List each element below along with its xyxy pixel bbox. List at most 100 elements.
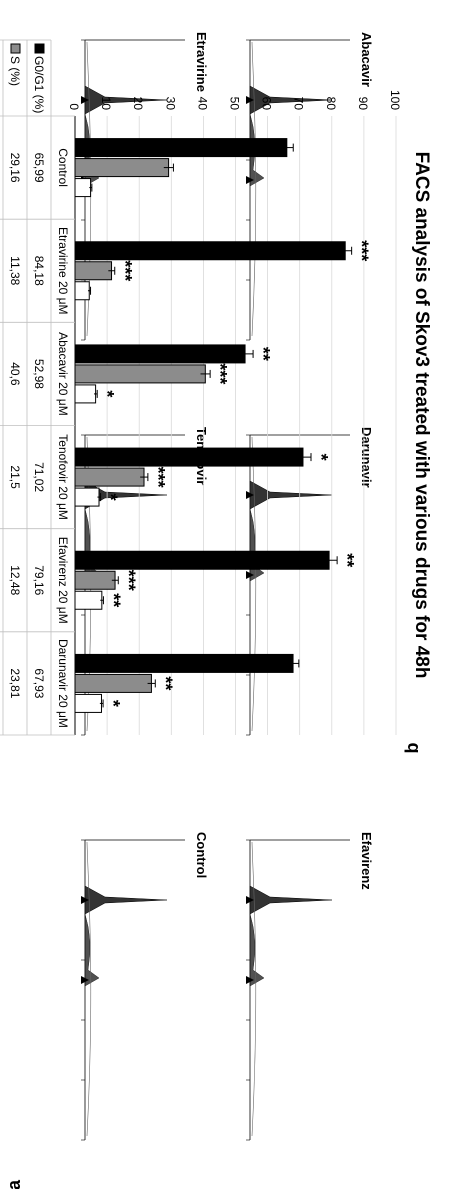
significance-label: *	[103, 700, 123, 707]
significance-label: *	[97, 390, 117, 397]
table-cell: 84,18	[32, 256, 46, 286]
category-label: Control	[56, 148, 70, 187]
bar-g2m	[74, 281, 90, 301]
fit-curve	[251, 436, 257, 732]
table-cell: 71,02	[32, 462, 46, 492]
bar-chart: FACS analysis of Skov3 treated with vari…	[0, 39, 432, 736]
bar-g0g1	[74, 653, 294, 673]
table-cell: 67,93	[32, 668, 46, 698]
g1-peak	[249, 885, 333, 915]
bar-g0g1	[74, 241, 346, 261]
histogram-title: Etravirine	[194, 32, 209, 92]
bar-s	[74, 673, 152, 693]
significance-label: **	[155, 676, 175, 690]
g1-peak	[249, 480, 333, 510]
bar-g2m	[74, 487, 100, 507]
y-tick-label: 60	[260, 97, 274, 111]
y-tick-label: 0	[67, 103, 81, 110]
g2-peak	[249, 508, 265, 582]
bar-g0g1	[74, 138, 288, 158]
marker-icon	[81, 976, 89, 984]
marker-icon	[246, 96, 254, 104]
y-tick-label: 100	[388, 90, 402, 110]
table-cell: 11,38	[8, 256, 22, 285]
panel-label-a: a	[4, 1179, 24, 1189]
marker-icon	[81, 96, 89, 104]
category-label: Darunavir 20 μM	[56, 639, 70, 728]
histogram-title: Efavirenz	[359, 832, 374, 890]
bar-s	[74, 467, 145, 487]
significance-label: ***	[352, 240, 372, 261]
g2-peak	[84, 913, 100, 987]
significance-label: *	[101, 494, 121, 501]
significance-label: **	[103, 593, 123, 607]
panel-label-b: b	[402, 743, 422, 754]
histogram-panel: Control	[81, 832, 209, 1141]
g2-peak	[84, 508, 100, 582]
marker-icon	[246, 176, 254, 184]
bar-s	[74, 570, 116, 590]
marker-icon	[246, 491, 254, 499]
bar-g0g1	[74, 344, 246, 364]
bar-g2m	[74, 590, 103, 610]
bar-s	[74, 158, 170, 178]
significance-label: ***	[210, 363, 230, 384]
y-tick-label: 10	[99, 97, 113, 111]
table-cell: 29,16	[8, 153, 22, 183]
significance-label: ***	[115, 260, 135, 281]
table-cell: 65,99	[32, 153, 46, 183]
y-tick-label: 40	[195, 97, 209, 111]
y-tick-label: 80	[324, 97, 338, 111]
table-cell: 79,16	[32, 565, 46, 595]
g1-peak	[84, 885, 168, 915]
table-cell: 23,81	[8, 668, 22, 698]
y-tick-label: 90	[356, 97, 370, 111]
g1-peak	[249, 85, 333, 115]
histogram-panel: Darunavir	[246, 427, 374, 736]
marker-icon	[81, 896, 89, 904]
bar-g2m	[74, 384, 97, 404]
bar-g2m	[74, 178, 92, 198]
category-label: Tenofovir 20 μM	[56, 434, 70, 520]
bar-s	[74, 364, 206, 384]
bar-g0g1	[74, 550, 330, 570]
significance-label: **	[337, 553, 357, 567]
marker-icon	[246, 896, 254, 904]
chart-title: FACS analysis of Skov3 treated with vari…	[411, 152, 432, 679]
table-row-label: S (%)	[8, 56, 22, 86]
y-tick-label: 50	[228, 97, 242, 111]
category-label: Efavirenz 20 μM	[56, 537, 70, 624]
marker-icon	[246, 976, 254, 984]
histogram-panels: ControlTenofovirEtravirineEfavirenzDarun…	[81, 32, 374, 1141]
bar-s	[74, 261, 113, 281]
significance-label: ***	[118, 570, 138, 591]
histogram-title: Abacavir	[359, 32, 374, 87]
y-tick-label: 30	[163, 97, 177, 111]
table-legend-swatch	[34, 43, 45, 54]
bar-g0g1	[74, 447, 304, 467]
g2-peak	[249, 913, 265, 987]
histogram-panel: Efavirenz	[246, 832, 374, 1141]
table-cell: 12,48	[8, 565, 22, 595]
table-row-label: G0/G1 (%)	[32, 56, 46, 113]
fit-curve	[86, 841, 92, 1137]
bar-g2m	[74, 693, 102, 713]
table-cell: 40,6	[8, 362, 22, 386]
significance-label: ***	[148, 467, 168, 488]
table-cell: 21,5	[8, 465, 22, 489]
marker-icon	[246, 571, 254, 579]
y-tick-label: 70	[292, 97, 306, 111]
significance-label: **	[253, 347, 273, 361]
fit-curve	[251, 841, 257, 1137]
category-label: Abacavir 20 μM	[56, 332, 70, 416]
histogram-title: Darunavir	[359, 427, 374, 488]
table-legend-swatch	[10, 43, 21, 54]
fit-curve	[251, 41, 257, 337]
significance-label: *	[311, 454, 331, 461]
y-tick-label: 20	[131, 97, 145, 111]
histogram-title: Control	[194, 832, 209, 878]
histogram-panel: Etravirine	[81, 32, 209, 341]
g1-peak	[84, 85, 168, 115]
table-cell: 52,98	[32, 359, 46, 389]
